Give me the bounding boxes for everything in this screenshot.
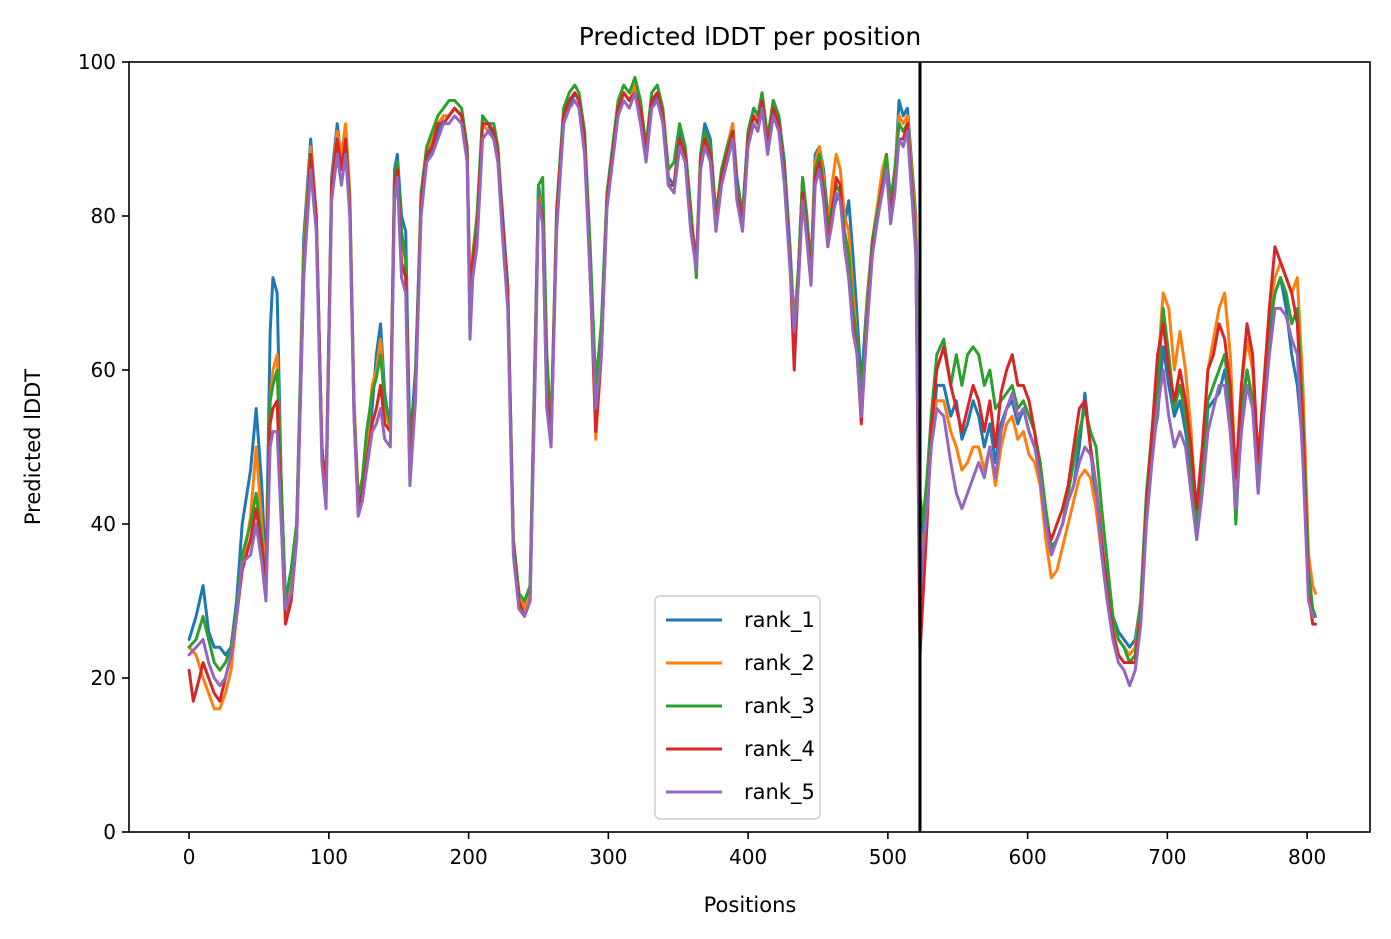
legend-label-rank-1: rank_1 bbox=[744, 608, 815, 633]
x-tick-label: 100 bbox=[310, 845, 348, 869]
plot-frame bbox=[128, 61, 1371, 833]
legend-label-rank-2: rank_2 bbox=[744, 651, 815, 676]
series-line-rank-5 bbox=[187, 91, 1317, 688]
x-tick-label: 400 bbox=[729, 845, 767, 869]
x-tick-label: 200 bbox=[450, 845, 488, 869]
y-tick-label: 100 bbox=[78, 50, 116, 74]
legend-label-rank-5: rank_5 bbox=[744, 780, 815, 805]
x-tick-label: 600 bbox=[1009, 845, 1047, 869]
y-tick-label: 0 bbox=[103, 820, 116, 844]
legend-items: rank_1 rank_2 rank_3 rank_4 rank_5 bbox=[666, 608, 815, 805]
series-layer bbox=[187, 75, 1317, 711]
legend: rank_1 rank_2 rank_3 rank_4 rank_5 bbox=[654, 595, 821, 820]
series-line-rank-3 bbox=[187, 75, 1317, 672]
y-tick-label: 20 bbox=[91, 666, 116, 690]
x-axis-label: Positions bbox=[704, 893, 797, 917]
legend-box bbox=[654, 595, 821, 820]
legend-label-rank-4: rank_4 bbox=[744, 737, 815, 762]
chart-title: Predicted lDDT per position bbox=[579, 22, 921, 51]
y-tick-label: 60 bbox=[91, 358, 116, 382]
legend-label-rank-3: rank_3 bbox=[744, 694, 815, 719]
x-axis-ticks: 0 100 200 300 400 500 600 700 800 bbox=[183, 832, 1326, 869]
y-axis-ticks: 0 20 40 60 80 100 bbox=[78, 50, 129, 844]
series-line-rank-4 bbox=[187, 91, 1317, 703]
y-axis-label: Predicted lDDT bbox=[21, 369, 45, 525]
x-tick-label: 500 bbox=[869, 845, 907, 869]
x-tick-label: 800 bbox=[1288, 845, 1326, 869]
x-tick-label: 700 bbox=[1148, 845, 1186, 869]
y-tick-label: 80 bbox=[91, 204, 116, 228]
x-tick-label: 300 bbox=[589, 845, 627, 869]
y-tick-label: 40 bbox=[91, 512, 116, 536]
x-tick-label: 0 bbox=[183, 845, 196, 869]
